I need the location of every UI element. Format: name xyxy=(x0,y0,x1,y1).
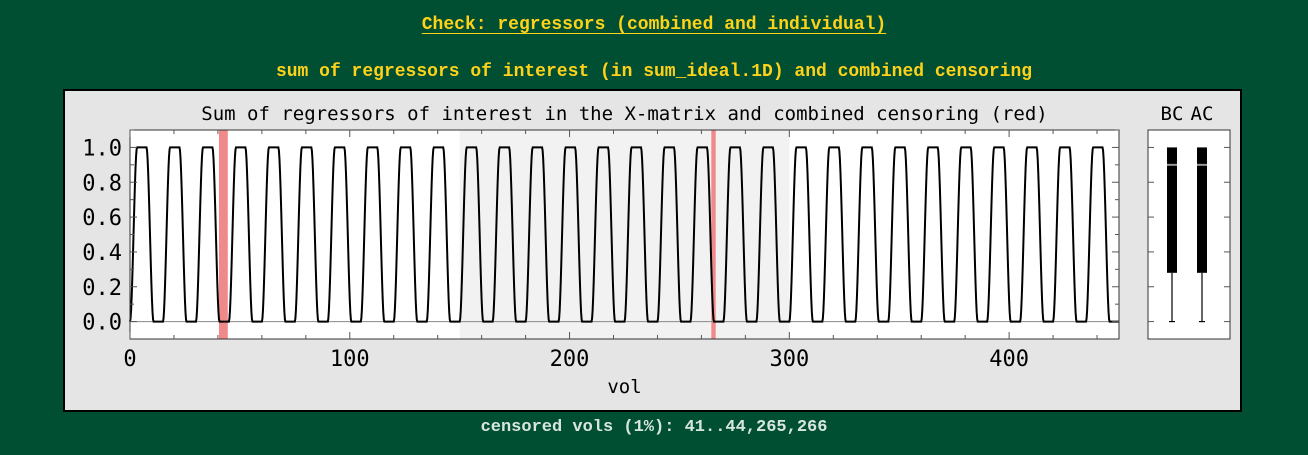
x-axis-label: vol xyxy=(607,376,641,398)
censor-band xyxy=(711,130,716,339)
x-tick-label: 0 xyxy=(123,347,136,372)
y-tick-label: 0.8 xyxy=(82,171,122,196)
boxplot-label: BC xyxy=(1161,103,1184,125)
y-tick-label: 0.6 xyxy=(82,206,122,231)
boxplot-frame xyxy=(1147,129,1231,340)
figure-panel: 0 100 200 300 400 0.0 0.2 0.4 0.6 0.8 1.0 Sum of re… xyxy=(63,89,1242,412)
x-tick-label: 300 xyxy=(769,347,809,372)
run-shade xyxy=(459,130,790,339)
regressor-sum-line xyxy=(129,146,1119,323)
y-tick-label: 1.0 xyxy=(82,136,122,161)
x-tick-label: 400 xyxy=(989,347,1029,372)
y-tick-label: 0.4 xyxy=(82,241,122,266)
boxplot-label: AC xyxy=(1191,103,1214,125)
boxplot-background xyxy=(1148,130,1230,339)
censor-band xyxy=(219,130,228,339)
x-tick-label: 100 xyxy=(330,347,370,372)
y-tick-label: 0.0 xyxy=(82,311,122,336)
regressor-chart: 0 100 200 300 400 0.0 0.2 0.4 0.6 0.8 1.0 Sum of re… xyxy=(82,103,1231,398)
censored-vols-footer: censored vols (1%): 41..44,265,266 xyxy=(480,418,828,437)
boxplot-box xyxy=(1167,147,1177,273)
y-tick-label: 0.2 xyxy=(82,276,122,301)
chart-title: Sum of regressors of interest in the X-m… xyxy=(201,103,1047,125)
page-title: Check: regressors (combined and individu… xyxy=(421,15,887,35)
chart-subtitle: sum of regressors of interest (in sum_id… xyxy=(275,62,1033,82)
boxplot-box xyxy=(1197,147,1207,273)
x-tick-label: 200 xyxy=(550,347,590,372)
